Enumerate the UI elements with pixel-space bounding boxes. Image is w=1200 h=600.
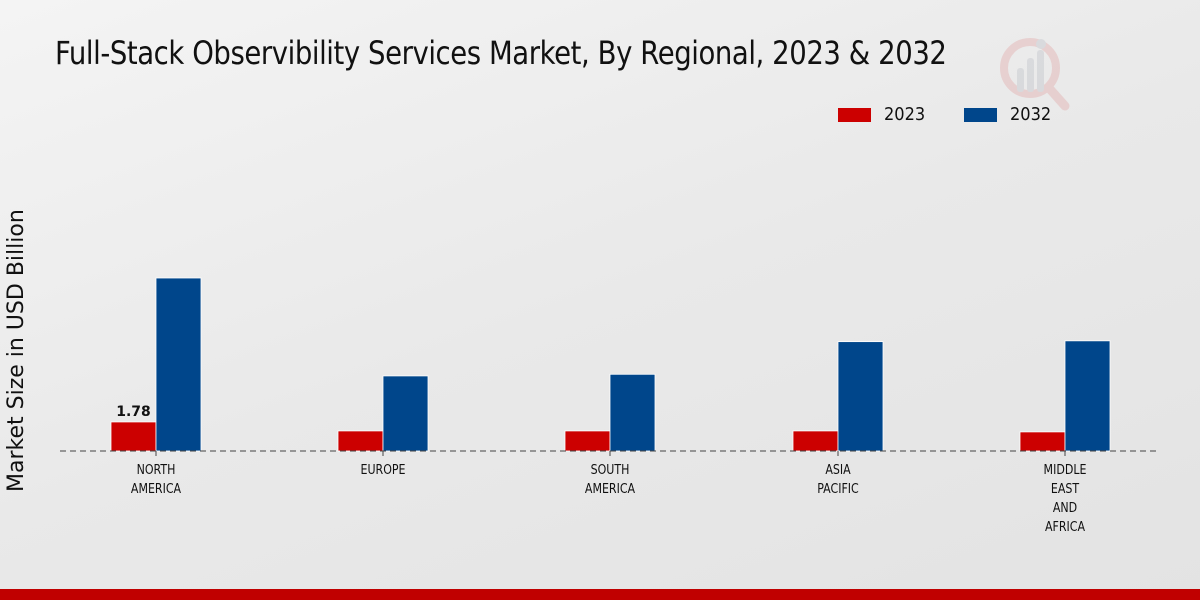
legend-label: 2023 (884, 104, 926, 125)
legend-item-2023[interactable]: 2023 (838, 104, 930, 125)
bar-2023-1[interactable] (337, 430, 384, 452)
legend-label: 2032 (1009, 104, 1052, 125)
chart-title: Full-Stack Observibility Services Market… (55, 34, 947, 72)
legend: 2023 2032 (838, 104, 1090, 125)
bar-2023-0[interactable] (110, 421, 157, 452)
x-tick-label-line: AFRICA (1045, 519, 1086, 534)
bar-2023-3[interactable] (792, 430, 839, 452)
bar-2023-4[interactable] (1019, 431, 1066, 452)
legend-swatch-2032 (963, 107, 997, 122)
x-tick-label-line: PACIFIC (817, 481, 859, 496)
x-tick-label-line: EUROPE (360, 462, 405, 477)
bar-2023-2[interactable] (564, 430, 611, 452)
legend-swatch-2023 (838, 107, 871, 122)
x-tick-label-line: SOUTH (591, 462, 630, 477)
x-tick-label-line: NORTH (137, 462, 176, 477)
x-tick-label: EUROPE (360, 462, 405, 477)
bar-2032-0[interactable] (155, 277, 202, 452)
x-tick-label: ASIA PACIFIC (817, 462, 859, 496)
x-tick-label-line: ASIA (825, 462, 851, 477)
bar-2032-4[interactable] (1064, 340, 1111, 452)
bar-2032-3[interactable] (837, 341, 884, 452)
x-tick-label-line: AMERICA (131, 481, 182, 496)
watermark-logo-icon (1000, 38, 1070, 111)
footer-bar (0, 589, 1200, 600)
x-tick-label-line: MIDDLE (1044, 462, 1087, 477)
bar-2032-1[interactable] (382, 375, 429, 452)
x-tick-label: NORTH AMERICA (131, 462, 182, 496)
x-tick-label-line: AND (1053, 500, 1077, 515)
x-tick-label-line: AMERICA (585, 481, 636, 496)
bar-2032-2[interactable] (609, 373, 656, 452)
legend-item-2032[interactable]: 2032 (963, 104, 1056, 125)
x-tick-label: MIDDLE EAST AND AFRICA (1044, 462, 1087, 534)
x-tick-label-line: EAST (1051, 481, 1080, 496)
x-tick-label: SOUTH AMERICA (585, 462, 636, 496)
data-label: 1.78 (116, 404, 151, 420)
